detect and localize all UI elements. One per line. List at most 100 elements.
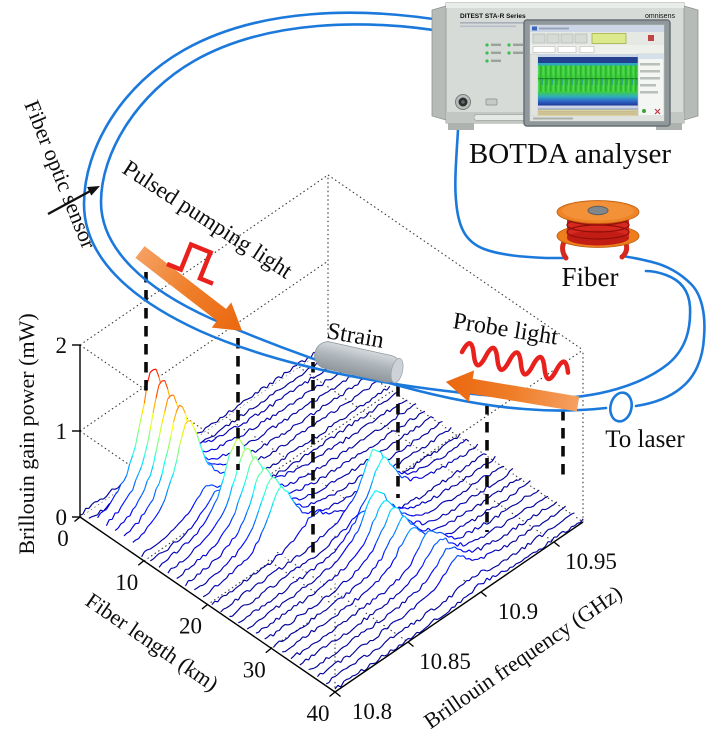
waterfall-trace (158, 469, 218, 512)
waterfall-trace (252, 412, 312, 453)
waterfall-trace (155, 368, 160, 378)
waterfall-trace (369, 491, 382, 500)
waterfall-trace (208, 425, 236, 443)
waterfall-trace (152, 470, 224, 521)
waterfall-trace (363, 473, 403, 503)
fiber-inner-path (99, 23, 608, 412)
device-foot-left (448, 123, 474, 130)
waterfall-trace (170, 471, 291, 556)
waterfall-trace (173, 403, 417, 569)
waterfall-trace (366, 617, 423, 657)
waterfall-trace (146, 471, 230, 528)
pointer-arrow-icon (47, 186, 100, 216)
waterfall-trace (500, 477, 505, 481)
waterfall-trace (196, 484, 215, 500)
waterfall-trace (258, 507, 303, 542)
waterfall-trace (346, 631, 350, 635)
waterfall-trace (375, 458, 391, 472)
waterfall-trace (404, 527, 420, 540)
waterfall-trace (290, 491, 537, 660)
botda-analyser-device: DITEST STA-R Series omnisens (431, 2, 699, 130)
waterfall-trace (79, 348, 323, 516)
waterfall-trace (474, 583, 482, 588)
waterfall-trace (433, 548, 461, 570)
tick-label: 30 (243, 657, 266, 682)
waterfall-trace (419, 543, 458, 571)
waterfall-trace (231, 512, 236, 519)
waterfall-trace (299, 511, 327, 533)
waterfall-trace (389, 523, 414, 540)
fiber-loop (82, 11, 706, 423)
waterfall-trace (220, 438, 470, 613)
axis-tick (201, 603, 208, 610)
waterfall-trace (366, 489, 371, 498)
waterfall-trace (263, 501, 297, 528)
waterfall-trace (381, 534, 522, 631)
waterfall-trace (178, 428, 198, 447)
waterfall-trace (260, 505, 300, 534)
waterfall-trace (360, 515, 365, 525)
waterfall-trace (448, 555, 464, 568)
waterfall-trace-fill (308, 501, 557, 674)
waterfall-trace (272, 490, 288, 503)
waterfall-trace (363, 415, 367, 419)
waterfall-plot (79, 342, 584, 692)
botda-analyser-label: BOTDA analyser (469, 138, 671, 170)
waterfall-trace (357, 475, 408, 515)
tick-label: 10 (115, 570, 138, 595)
waterfall-trace (366, 520, 420, 560)
waterfall-trace (269, 491, 292, 512)
waterfall-trace (340, 486, 522, 611)
waterfall-trace (243, 447, 248, 452)
waterfall-trace (164, 394, 178, 412)
waterfall-trace (357, 514, 411, 553)
fiber-outer-path (82, 11, 692, 400)
probe-arrow-icon (445, 370, 580, 412)
tick-label: 10.8 (352, 699, 392, 724)
waterfall-trace (375, 526, 499, 611)
waterfall-trace (252, 456, 257, 461)
waterfall-trace (398, 515, 409, 524)
axis-tick (329, 691, 336, 698)
axis-tick (137, 560, 145, 566)
waterfall-trace (214, 489, 218, 493)
waterfall-trace (439, 557, 470, 582)
waterfall-trace (258, 501, 263, 511)
waterfall-trace (176, 410, 426, 579)
optical-connector (455, 94, 471, 110)
waterfall-trace (331, 471, 432, 541)
waterfall-trace (334, 501, 423, 564)
waterfall-trace (158, 474, 163, 484)
waterfall-trace (334, 510, 394, 553)
fiber-spool (556, 200, 640, 261)
waterfall-trace (255, 465, 505, 634)
device-subtitle-line2 (460, 25, 516, 28)
waterfall-trace (395, 469, 400, 475)
tick-label: 10.95 (565, 549, 617, 574)
waterfall-trace (249, 601, 254, 605)
waterfall-trace (436, 449, 441, 453)
waterfall-trace (240, 447, 250, 460)
waterfall-trace (386, 524, 417, 547)
waterfall-trace (360, 520, 423, 567)
waterfall-trace-fill (317, 506, 566, 680)
fiber-spool-label: Fiber (562, 262, 619, 292)
device-screen (523, 19, 671, 127)
waterfall-trace (325, 466, 423, 534)
spool-center-hole (587, 205, 609, 216)
waterfall-trace (208, 485, 364, 594)
waterfall-trace (220, 385, 300, 437)
waterfall-trace (252, 482, 257, 496)
waterfall-trace (161, 464, 216, 506)
waterfall-trace (378, 528, 426, 562)
fiber-after-loop-path (619, 254, 706, 408)
waterfall-trace (349, 636, 380, 658)
waterfall-trace (439, 546, 455, 560)
waterfall-trace (155, 483, 160, 490)
waterfall-trace (229, 508, 327, 575)
tick-label: 0 (56, 505, 68, 530)
waterfall-trace (404, 535, 455, 572)
waterfall-trace (334, 518, 584, 690)
